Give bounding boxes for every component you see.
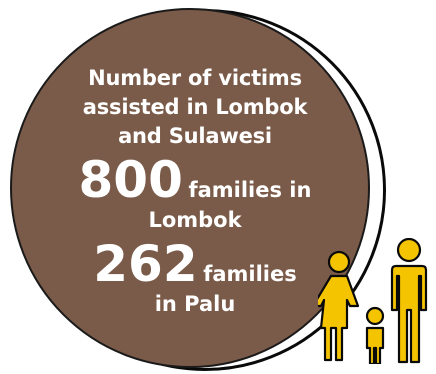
stat-lombok: 800 families in bbox=[60, 155, 330, 205]
brown-circle bbox=[10, 8, 370, 368]
stat-palu-label: families bbox=[203, 262, 297, 286]
stat-lombok-number: 800 bbox=[78, 151, 183, 209]
stat-lombok-label: families in bbox=[188, 178, 312, 202]
stat-lombok-label-cont: Lombok bbox=[148, 208, 242, 232]
family-icon bbox=[318, 238, 428, 364]
text-block: Number of victims assisted in Lombok and… bbox=[60, 64, 330, 319]
stat-palu: 262 families bbox=[60, 239, 330, 289]
stat-palu-label-cont: in Palu bbox=[154, 292, 236, 316]
heading: Number of victims assisted in Lombok and… bbox=[82, 66, 308, 148]
stat-palu-number: 262 bbox=[93, 235, 198, 293]
